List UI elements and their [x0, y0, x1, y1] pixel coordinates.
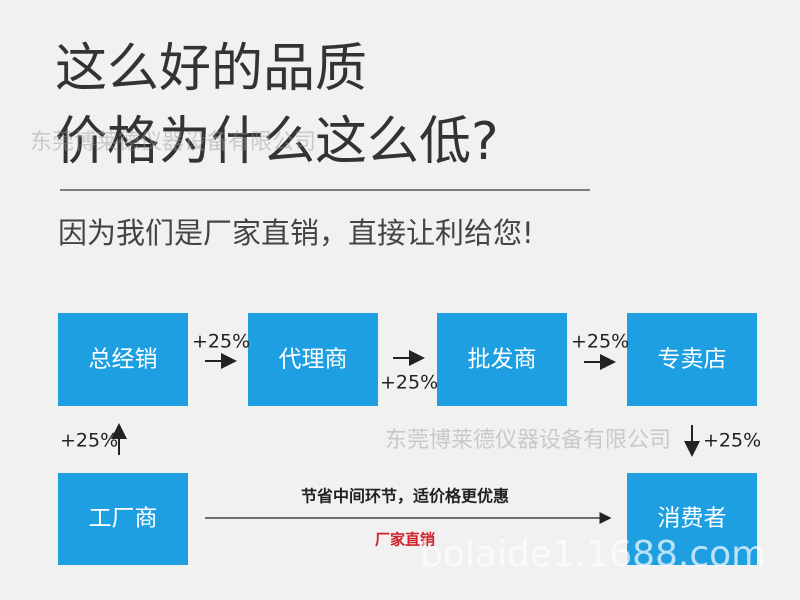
node — [248, 313, 378, 406]
markup-label: +25% — [192, 331, 250, 353]
watermark: 东莞博莱德仪器设备有限公司 — [385, 428, 671, 453]
direct-label: 厂家直销 — [375, 531, 435, 549]
node-label: 专卖店 — [658, 347, 727, 373]
direct-note: 节省中间环节，适价格更优惠 — [301, 487, 509, 506]
markup-label: +25% — [380, 372, 438, 394]
node — [437, 313, 567, 406]
watermark: bolaide1.1688.com — [420, 534, 766, 575]
node-label: 工厂商 — [89, 506, 158, 532]
node — [627, 313, 757, 406]
subtitle: 因为我们是厂家直销，直接让利给您! — [58, 216, 534, 250]
node — [627, 473, 757, 565]
node-label: 批发商 — [468, 347, 537, 373]
node-label: 总经销 — [89, 347, 158, 373]
watermark: 东莞博莱德仪器设备有限公司 — [30, 130, 316, 155]
node-label: 消费者 — [658, 506, 727, 532]
title-line1: 这么好的品质 — [55, 39, 367, 99]
node-label: 代理商 — [279, 347, 348, 373]
node — [58, 313, 188, 406]
node — [58, 473, 188, 565]
title-line2: 价格为什么这么低? — [55, 112, 499, 172]
markup-label: +25% — [571, 331, 629, 353]
markup-label: +25% — [60, 430, 118, 452]
markup-label: +25% — [703, 430, 761, 452]
